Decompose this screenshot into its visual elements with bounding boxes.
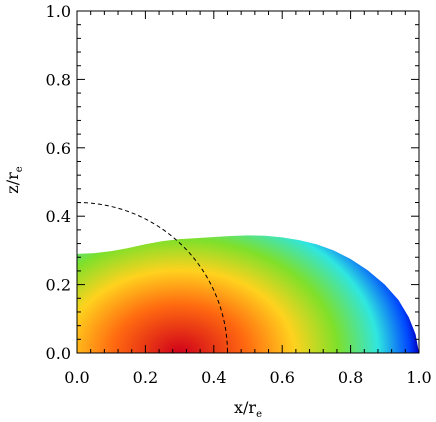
x-tick-label: 0.6 (269, 368, 294, 387)
y-tick-label: 0.4 (46, 207, 71, 226)
y-tick-label: 1.0 (46, 2, 71, 21)
tick-labels: 0.0 0.2 0.4 0.6 0.8 1.0 0.0 0.2 0.4 0.6 0.8 1.0 (46, 2, 432, 387)
x-tick-label: 0.8 (338, 368, 363, 387)
x-tick-label: 0.4 (201, 368, 226, 387)
x-tick-label: 0.0 (64, 368, 89, 387)
y-axis-label: z/re (3, 166, 25, 193)
y-tick-label: 0.8 (46, 70, 71, 89)
plot-frame (76, 10, 420, 354)
y-tick-label: 0.2 (46, 276, 71, 295)
x-axis-label: x/re (234, 398, 262, 420)
x-tick-label: 1.0 (406, 368, 431, 387)
y-tick-label: 0.0 (46, 344, 71, 363)
dashed-circle (76, 202, 228, 354)
density-field (77, 235, 419, 353)
y-tick-label: 0.6 (46, 139, 71, 158)
density-fill (77, 235, 419, 353)
x-tick-label: 0.2 (133, 368, 158, 387)
